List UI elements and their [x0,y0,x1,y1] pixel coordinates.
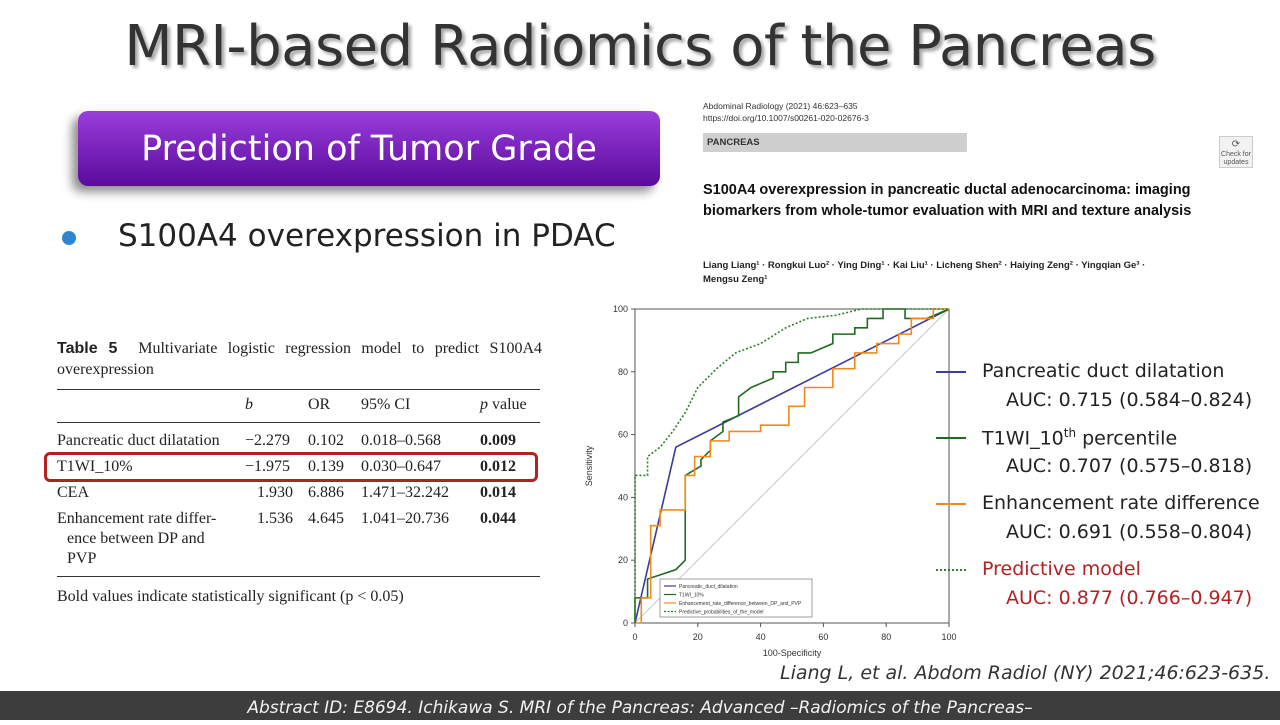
bullet-dot [62,231,76,245]
bullet-text: S100A4 overexpression in PDAC [118,218,616,254]
highlight-box [44,452,538,482]
slide-title: MRI-based Radiomics of the Pancreas [124,14,1156,79]
x-tick-label: 100 [941,632,956,642]
check-for-updates-label: Check for updates [1221,151,1251,166]
legend-line-model [936,569,966,571]
roc-chart: 0 20 40 60 80 100 0 20 40 60 80 100 100-Specificity S… [584,304,957,658]
table-row-name-cont: ence between DP and [67,530,205,547]
col-header-ci: 95% CI [361,396,411,413]
x-tick-label: 80 [881,632,891,642]
authors-line-1: Liang Liang¹ · Rongkui Luo² · Ying Ding¹… [703,260,1146,271]
table-row-name: Enhancement rate differ- [57,510,217,527]
footer-bar: Abstract ID: E8694. Ichikawa S. MRI of t… [0,691,1280,720]
table-cell-ci: 1.041–20.736 [361,510,449,527]
check-for-updates-icon: ⟳ Check for updates [1219,136,1253,168]
table-cell-or: 0.102 [308,432,344,449]
roc-series-0 [634,308,950,624]
legend-label-model: Predictive model [982,558,1141,580]
roc-series-3 [634,308,949,623]
col-header-or: OR [308,396,331,413]
legend-label-pdd: Pancreatic duct dilatation [982,360,1225,382]
inset-legend-label: Pancreatic_duct_dilatation [679,584,738,590]
table-cell-p: 0.014 [480,484,516,501]
x-tick-label: 60 [818,632,828,642]
table-cell-p: 0.044 [480,510,516,527]
table-cell-ci: 1.471–32.242 [361,484,449,501]
x-tick-label: 40 [756,632,766,642]
table-row-name-cont: PVP [67,550,97,567]
legend-line-t1wi [936,437,966,439]
table-cell-b: −1.975 [245,458,291,475]
legend-auc-model: AUC: 0.877 (0.766–0.947) [1006,587,1253,609]
legend-auc-t1wi: AUC: 0.707 (0.575–0.818) [1006,455,1253,477]
section-bar: PANCREAS [703,133,967,152]
table-cell-b: 1.536 [257,510,293,527]
table-cell-b: 1.930 [257,484,293,501]
table-bottom-rule [57,576,540,577]
legend-auc-pdd: AUC: 0.715 (0.584–0.824) [1006,389,1253,411]
table-top-rule [57,389,540,390]
journal-citation: Abdominal Radiology (2021) 46:623–635 [703,101,858,111]
table-label: Table 5 [57,340,118,357]
table-cell-p: 0.012 [480,458,516,475]
table-cell-or: 0.139 [308,458,344,475]
legend-label-t1wi: T1WI_10th percentile [982,426,1178,450]
journal-info: Abdominal Radiology (2021) 46:623–635 ht… [703,100,869,124]
y-tick-label: 60 [618,430,628,440]
table-cell-or: 6.886 [308,484,344,501]
col-header-b: b [245,396,253,413]
legend-line-pdd [936,371,966,373]
roc-series-2 [635,308,949,624]
col-header-p: p value [480,396,527,413]
x-tick-label: 20 [693,632,703,642]
section-label-text: Prediction of Tumor Grade [141,128,597,169]
table-row-name: Pancreatic duct dilatation [57,432,220,449]
table-cell-p: 0.009 [480,432,516,449]
y-tick-label: 100 [613,304,628,314]
y-tick-label: 80 [618,367,628,377]
y-tick-label: 20 [618,555,628,565]
journal-doi: https://doi.org/10.1007/s00261-020-02676… [703,113,869,123]
inset-legend-label: T1WI_10% [679,593,704,599]
legend-auc-erd: AUC: 0.691 (0.558–0.804) [1006,521,1253,543]
paper-authors: Liang Liang¹ · Rongkui Luo² · Ying Ding¹… [703,259,1223,287]
table-cell-ci: 0.030–0.647 [361,458,441,475]
table-caption-text: Multivariate logistic regression model t… [57,340,543,378]
paper-title: S100A4 overexpression in pancreatic duct… [703,182,1192,219]
table-cell-b: −2.279 [245,432,291,449]
x-tick-label: 0 [632,632,637,642]
citation: Liang L, et al. Abdom Radiol (NY) 2021;4… [780,662,1271,684]
table-row-name: CEA [57,484,89,501]
y-axis-label: Sensitivity [584,445,594,486]
inset-legend-label: Enhancement_rate_difference_between_DP_a… [679,601,802,607]
authors-line-2: Mengsu Zeng¹ [703,274,768,285]
table-header-rule [57,422,540,423]
table-footnote: Bold values indicate statistically signi… [57,588,404,605]
y-tick-label: 40 [618,492,628,502]
legend-line-erd [936,503,966,505]
y-tick-label: 0 [623,618,628,628]
roc-series-4 [634,308,950,624]
table-caption: Table 5 Multivariate logistic regression… [57,338,542,380]
inset-legend-label: Predictive_probabilities_of_the_model [679,610,764,616]
x-axis-label: 100-Specificity [763,648,822,658]
table-cell-or: 4.645 [308,510,344,527]
table-row-name: T1WI_10% [57,458,133,475]
section-label: Prediction of Tumor Grade [78,111,660,186]
inset-legend-box [659,578,813,618]
table-cell-ci: 0.018–0.568 [361,432,441,449]
legend-label-erd: Enhancement rate difference [982,492,1260,514]
